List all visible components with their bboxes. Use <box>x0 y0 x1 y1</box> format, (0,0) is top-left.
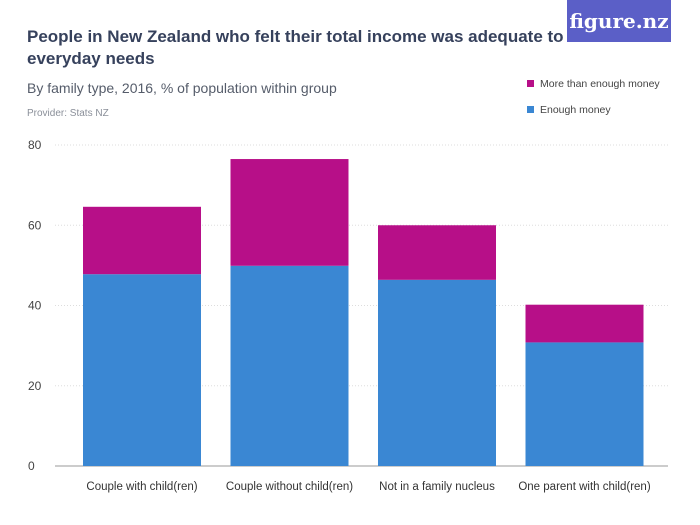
y-tick-label-60: 60 <box>28 218 42 232</box>
y-tick-label-20: 20 <box>28 379 42 393</box>
bar-more-than-enough-0 <box>83 206 201 275</box>
chart-title: People in New Zealand who felt their tot… <box>27 27 564 68</box>
figure-nz-logo[interactable]: figure.nz <box>567 0 671 42</box>
legend-item-enough: Enough money <box>527 103 660 116</box>
y-tick-label-0: 0 <box>28 459 35 473</box>
x-category-label-2: Not in a family nucleus <box>379 481 495 493</box>
legend-label-more-than-enough: More than enough money <box>540 77 660 90</box>
bar-more-than-enough-2 <box>378 225 496 280</box>
chart-legend: More than enough money Enough money <box>527 77 660 129</box>
bar-more-than-enough-1 <box>230 159 349 266</box>
legend-swatch-enough <box>527 106 534 113</box>
bar-enough-0 <box>83 274 201 466</box>
y-tick-label-40: 40 <box>28 299 42 313</box>
legend-swatch-more-than-enough <box>527 80 534 87</box>
bar-more-than-enough-3 <box>525 304 644 343</box>
legend-label-enough: Enough money <box>540 103 611 116</box>
bar-enough-1 <box>230 265 349 466</box>
x-category-label-0: Couple with child(ren) <box>86 481 197 493</box>
x-category-label-3: One parent with child(ren) <box>518 481 650 493</box>
bar-enough-2 <box>378 279 496 466</box>
chart-subtitle: By family type, 2016, % of population wi… <box>27 80 337 96</box>
bar-enough-3 <box>525 342 644 466</box>
y-tick-label-80: 80 <box>28 138 42 152</box>
provider-note: Provider: Stats NZ <box>27 108 109 119</box>
x-category-label-1: Couple without child(ren) <box>226 481 353 493</box>
legend-item-more-than-enough: More than enough money <box>527 77 660 90</box>
